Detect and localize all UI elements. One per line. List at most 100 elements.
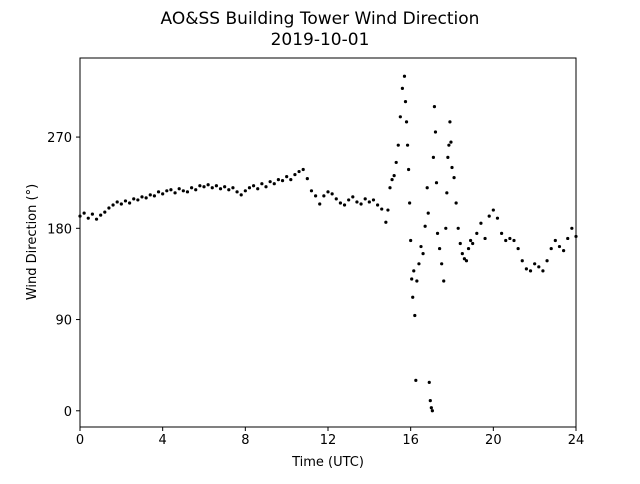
point	[444, 226, 448, 230]
point	[409, 238, 413, 243]
point	[400, 86, 404, 91]
point	[169, 188, 173, 192]
point	[425, 186, 429, 190]
point	[94, 217, 99, 221]
point	[545, 259, 549, 263]
y-tick-label: 0	[64, 405, 72, 420]
point	[512, 238, 516, 243]
point	[479, 221, 483, 225]
point	[351, 195, 355, 199]
point	[508, 236, 512, 241]
point	[148, 193, 152, 197]
point	[487, 214, 491, 218]
point	[466, 246, 471, 251]
point	[429, 406, 433, 410]
point	[210, 186, 214, 190]
point	[156, 190, 161, 194]
point	[123, 199, 128, 203]
point	[297, 169, 301, 174]
point	[390, 178, 394, 182]
point	[549, 246, 553, 251]
point	[426, 211, 430, 215]
point	[495, 216, 500, 220]
point	[432, 105, 437, 109]
point	[90, 212, 94, 216]
point	[449, 140, 453, 144]
point	[462, 257, 466, 261]
point	[562, 249, 566, 253]
point	[491, 208, 495, 212]
point	[280, 179, 285, 183]
point	[140, 195, 144, 199]
point	[454, 201, 458, 205]
point	[438, 246, 442, 251]
x-tick-label: 20	[485, 433, 502, 448]
x-tick-label: 4	[159, 433, 167, 448]
point	[398, 115, 402, 119]
point	[434, 181, 439, 185]
point	[537, 265, 541, 269]
point	[318, 202, 322, 206]
point	[371, 198, 376, 202]
point	[194, 188, 198, 192]
point	[392, 173, 396, 178]
point	[403, 99, 408, 104]
point	[407, 167, 411, 172]
point	[458, 241, 462, 246]
point	[433, 130, 438, 134]
point	[256, 187, 260, 191]
point	[305, 177, 309, 181]
point	[144, 196, 148, 200]
point	[128, 201, 132, 205]
x-axis-label: Time (UTC)	[291, 455, 364, 470]
point	[268, 180, 272, 184]
point	[231, 186, 235, 190]
point	[235, 190, 239, 194]
point	[450, 165, 454, 170]
point	[190, 186, 194, 190]
point	[218, 187, 223, 191]
point	[363, 197, 367, 201]
point	[115, 200, 119, 204]
point	[347, 198, 351, 202]
point	[447, 143, 451, 147]
point	[456, 226, 460, 230]
point	[272, 182, 276, 186]
point	[408, 201, 412, 205]
point	[388, 186, 392, 190]
point	[533, 262, 537, 266]
point	[132, 197, 136, 201]
point	[177, 187, 181, 191]
point	[442, 279, 446, 283]
point	[404, 120, 409, 124]
point	[198, 184, 202, 188]
point	[103, 210, 107, 214]
point	[427, 380, 431, 384]
point	[553, 238, 557, 243]
point	[185, 190, 190, 194]
point	[384, 220, 388, 224]
point	[520, 259, 524, 263]
point	[524, 267, 529, 271]
point	[446, 155, 450, 159]
x-tick-label: 0	[76, 433, 84, 448]
point	[412, 269, 416, 273]
point	[309, 189, 314, 193]
point	[440, 262, 444, 266]
x-tick-label: 16	[402, 433, 419, 448]
point	[355, 200, 359, 204]
point	[326, 190, 330, 194]
point	[260, 182, 264, 186]
point	[289, 178, 293, 182]
point	[431, 155, 435, 159]
point	[119, 202, 123, 206]
point	[469, 238, 473, 243]
point	[223, 185, 227, 189]
x-tick-label: 24	[568, 433, 585, 448]
point	[338, 201, 342, 205]
point	[411, 295, 415, 299]
point	[428, 399, 432, 403]
point	[460, 252, 464, 256]
point	[367, 200, 371, 204]
